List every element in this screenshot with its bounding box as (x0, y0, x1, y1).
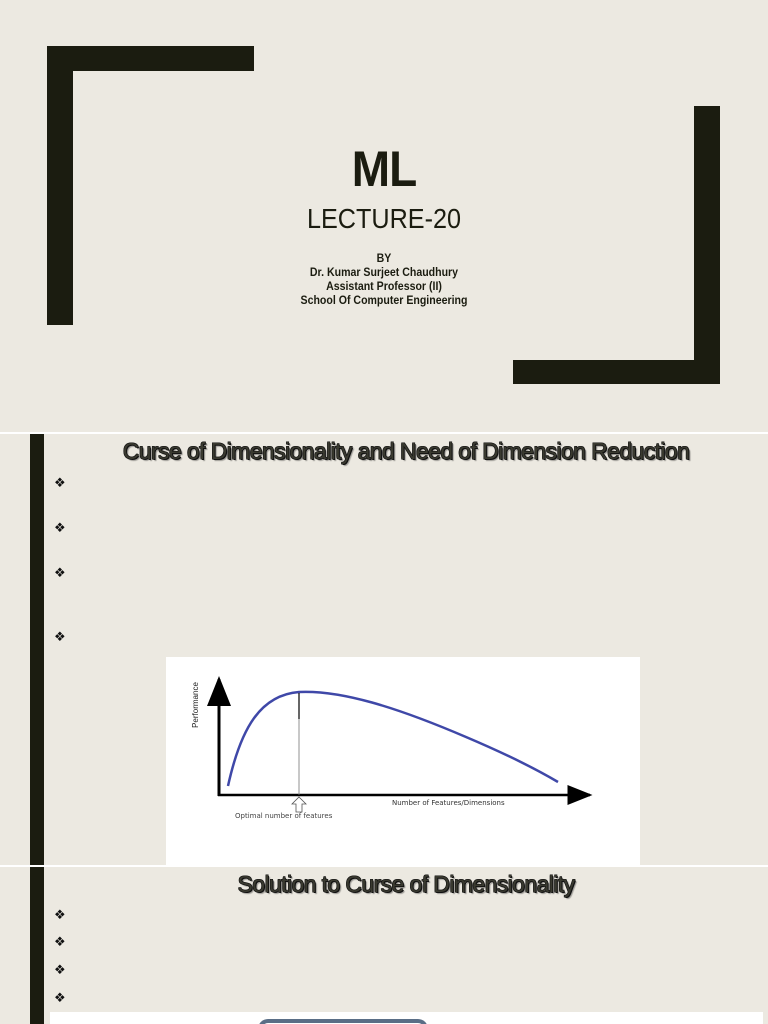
title-slide: ML LECTURE-20 BY Dr. Kumar Surjeet Chaud… (0, 0, 768, 432)
slide-separator (0, 865, 768, 867)
corner-bracket-bottom-right-vertical (694, 106, 720, 384)
slide-accent-bar (30, 434, 44, 865)
bullet-icon: ❖ (54, 907, 66, 922)
bullet-icon: ❖ (54, 520, 66, 535)
bullet-icon: ❖ (54, 990, 66, 1005)
bullet-icon: ❖ (54, 475, 66, 490)
solution-slide: Solution to Curse of Dimensionality ❖ ❖ … (0, 867, 768, 1024)
byline-position: Assistant Professor (II) (326, 281, 442, 293)
bullet-icon: ❖ (54, 565, 66, 580)
bullet-icon: ❖ (54, 962, 66, 977)
slide-title: Solution to Curse of Dimensionality (237, 871, 576, 897)
bullet-icon: ❖ (54, 629, 66, 644)
bullet-icon: ❖ (54, 934, 66, 949)
slide-title: ML (351, 141, 418, 197)
slide-title: Curse of Dimensionality and Need of Dime… (122, 438, 690, 464)
dimension-reduction-diagram (50, 1012, 763, 1024)
byline-by: BY (376, 253, 392, 265)
corner-bracket-top-left-horizontal (47, 46, 254, 71)
diagram-node (258, 1019, 428, 1024)
performance-vs-features-figure: Performance Number of Features/Dimension… (166, 657, 640, 865)
corner-bracket-bottom-right-horizontal (513, 360, 720, 384)
optimal-features-annotation: Optimal number of features (235, 812, 333, 820)
slide-subtitle: LECTURE-20 (306, 203, 462, 234)
x-axis-label: Number of Features/Dimensions (392, 799, 505, 807)
slide-accent-bar (30, 867, 44, 1024)
byline-author: Dr. Kumar Surjeet Chaudhury (309, 267, 459, 279)
y-axis-label: Performance (191, 682, 200, 728)
slide-separator (0, 432, 768, 434)
performance-curve-diagram: Performance Number of Features/Dimension… (191, 676, 593, 820)
corner-bracket-top-left-vertical (47, 46, 73, 325)
byline-school: School Of Computer Engineering (300, 295, 468, 307)
curse-slide: Curse of Dimensionality and Need of Dime… (0, 434, 768, 865)
